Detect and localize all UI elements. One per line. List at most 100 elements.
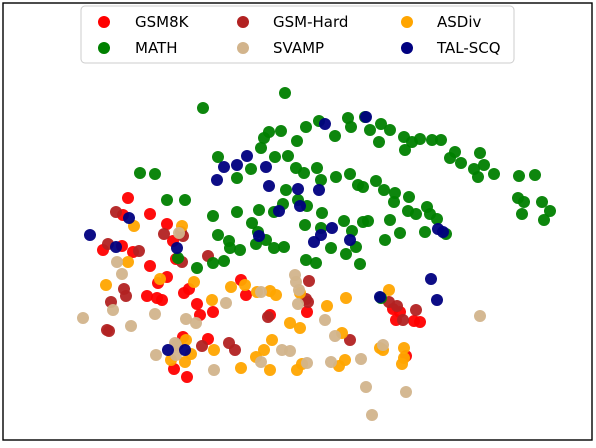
point-math [299,219,311,231]
point-gsm-hard [262,311,274,323]
point-math [179,194,191,206]
point-math [255,142,267,154]
point-svamp [329,330,341,342]
point-tal-scq [162,344,174,356]
point-math [134,167,146,179]
point-math [474,147,486,159]
point-tal-scq [253,230,265,242]
point-svamp [284,345,296,357]
point-asdiv [180,334,192,346]
point-tal-scq [374,291,386,303]
point-svamp [208,364,220,376]
point-math [410,208,422,220]
point-math [354,258,366,270]
point-math [362,215,374,227]
point-math [234,244,246,256]
point-math [488,168,500,180]
point-math [212,229,224,241]
series-tal-scq [84,111,449,356]
legend-label-asdiv: ASDiv [437,13,482,31]
point-asdiv [154,273,166,285]
point-math [329,130,341,142]
legend-item-math: MATH [98,39,177,57]
point-math [414,133,426,145]
point-svamp [292,298,304,310]
point-asdiv [122,256,134,268]
point-math [218,255,230,267]
point-svamp [116,268,128,280]
point-math [300,121,312,133]
point-svamp [400,386,412,398]
point-gsm8k [240,289,252,301]
legend-item-gsm-hard: GSM-Hard [237,13,348,31]
point-math [378,184,390,196]
point-math [399,144,411,156]
point-gsm8k [144,260,156,272]
point-gsm-hard [344,334,356,346]
point-math [149,168,161,180]
point-math [364,124,376,136]
point-math [375,118,387,130]
point-math [279,87,291,99]
point-svamp [77,312,89,324]
point-math [224,242,236,254]
point-math [282,150,294,162]
point-math [544,205,556,217]
point-gsm-hard [302,296,314,308]
legend-marker-gsm8k [98,16,110,28]
legend-label-gsm-hard: GSM-Hard [273,13,348,31]
point-math [268,242,280,254]
point-math [197,102,209,114]
legend-marker-asdiv [401,16,413,28]
legend-item-asdiv: ASDiv [401,13,482,31]
point-math [421,201,433,213]
point-math [388,196,400,208]
point-tal-scq [218,161,230,173]
legend-marker-math [98,42,110,54]
point-tal-scq [326,222,338,234]
point-svamp [360,381,372,393]
point-tal-scq [84,229,96,241]
point-math [246,217,258,229]
point-gsm8k [122,192,134,204]
point-asdiv [225,281,237,293]
point-math [207,257,219,269]
point-svamp [125,320,137,332]
legend-label-math: MATH [135,39,177,57]
point-math [384,214,396,226]
legend-marker-svamp [237,42,249,54]
point-math [516,208,528,220]
point-svamp [293,284,305,296]
point-math [538,214,550,226]
point-gsm-hard [103,325,115,337]
point-math [518,196,530,208]
point-tal-scq [292,183,304,195]
point-tal-scq [344,234,356,246]
point-svamp [173,227,185,239]
point-math [379,234,391,246]
point-math [426,134,438,146]
point-asdiv [340,292,352,304]
point-math [258,132,270,144]
point-math [345,121,357,133]
point-math [300,254,312,266]
point-math [338,215,350,227]
point-math [316,207,328,219]
point-tal-scq [360,111,372,123]
point-math [310,257,322,269]
point-math [212,151,224,163]
point-asdiv [100,279,112,291]
legend-marker-gsm-hard [237,16,249,28]
point-math [245,163,257,175]
point-math [389,187,401,199]
point-gsm8k [144,208,156,220]
point-svamp [377,339,389,351]
point-math [403,191,415,203]
point-svamp [150,349,162,361]
point-math [419,226,431,238]
point-gsm-hard [397,314,409,326]
point-gsm8k [181,371,193,383]
legend-marker-tal-scq [401,42,413,54]
point-gsm8k [161,218,173,230]
point-math [278,241,290,253]
